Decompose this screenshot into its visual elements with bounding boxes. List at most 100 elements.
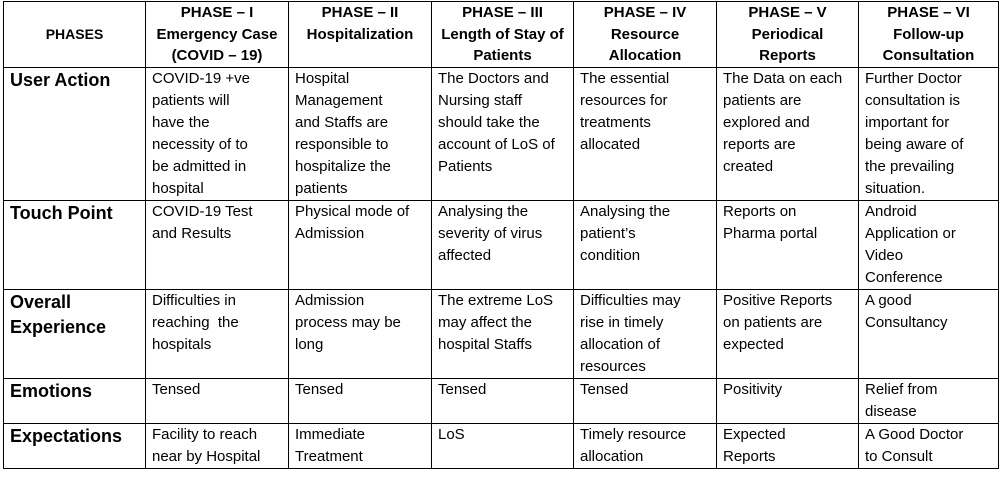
table-cell: A Good Doctor to Consult xyxy=(858,422,999,469)
cell-line: patients are xyxy=(723,91,802,109)
phase-title: Reports xyxy=(759,47,816,64)
table-row: Emotions Tensed Tensed Tensed Tensed Pos… xyxy=(3,377,999,424)
cell-line: Further Doctor xyxy=(865,69,962,87)
cell-line: hospitals xyxy=(152,335,212,353)
cell-line: reports are xyxy=(723,135,796,153)
cell-line: expected xyxy=(723,335,784,353)
cell-line: treatments xyxy=(580,113,651,131)
phase-title: Resource xyxy=(610,25,680,43)
table-row: User Action COVID-19 +ve patients will h… xyxy=(3,66,999,201)
cell-line: Positive Reports xyxy=(723,291,833,309)
cell-line: severity of virus xyxy=(438,224,543,242)
cell-line: process may be xyxy=(295,313,401,331)
phase-title: Patients xyxy=(473,47,532,64)
cell-line: patient’s xyxy=(580,224,636,242)
cell-line: COVID-19 +ve xyxy=(152,69,250,87)
phase-title: Length of Stay of xyxy=(441,25,564,43)
journey-map-wrapper: PHASES PHASE – I Emergency Case (COVID –… xyxy=(3,1,999,469)
table-row: Overall Experience Difficulties in reach… xyxy=(3,288,999,379)
phase-number: PHASE – VI xyxy=(887,4,970,21)
phase-number: PHASE – III xyxy=(462,4,543,21)
cell-line: being aware of xyxy=(865,135,964,153)
cell-line: affected xyxy=(438,246,492,264)
cell-line: Analysing the xyxy=(580,202,671,220)
cell-line: consultation is xyxy=(865,91,961,109)
table-row: Touch Point COVID-19 Test and Results Ph… xyxy=(3,199,999,290)
cell-line: situation. xyxy=(865,179,926,197)
cell-line: The essential xyxy=(580,69,670,87)
cell-line: explored and xyxy=(723,113,810,131)
cell-line: account of LoS of xyxy=(438,135,555,153)
table-cell: Hospital Management and Staffs are respo… xyxy=(288,66,432,201)
row-header-user-action: User Action xyxy=(3,66,146,201)
phases-header: PHASES xyxy=(3,1,146,68)
cell-line: long xyxy=(295,335,324,353)
cell-line: Management xyxy=(295,91,383,109)
cell-line: Treatment xyxy=(295,447,363,465)
cell-line: A good xyxy=(865,291,912,309)
phase-header: PHASE – III Length of Stay of Patients xyxy=(431,1,574,68)
table-cell: Physical mode of Admission xyxy=(288,199,432,290)
cell-line: Immediate xyxy=(295,425,366,443)
cell-line: A Good Doctor xyxy=(865,425,964,443)
phase-number: PHASE – IV xyxy=(603,4,687,21)
table-cell: The Data on each patients are explored a… xyxy=(716,66,859,201)
cell-line: The Data on each xyxy=(723,69,843,87)
cell-line: may affect the xyxy=(438,313,532,331)
table-cell: Timely resource allocation xyxy=(573,422,717,469)
cell-line: Timely resource xyxy=(580,425,687,443)
cell-line: resources for xyxy=(580,91,668,109)
row-header-touch-point: Touch Point xyxy=(3,199,146,290)
cell-line: Physical mode of xyxy=(295,202,410,220)
table-cell: Admission process may be long xyxy=(288,288,432,379)
cell-line: to Consult xyxy=(865,447,933,465)
cell-line: Patients xyxy=(438,157,493,175)
cell-line: Nursing staff xyxy=(438,91,522,109)
cell-line: near by Hospital xyxy=(152,447,261,465)
cell-line: Admission xyxy=(295,224,365,242)
cell-line: important for xyxy=(865,113,950,131)
cell-line: allocation of xyxy=(580,335,661,353)
phase-number: PHASE – V xyxy=(748,4,827,21)
cell-line: Reports xyxy=(723,447,776,465)
cell-line: Tensed xyxy=(580,380,629,398)
table-cell: Further Doctor consultation is important… xyxy=(858,66,999,201)
table-row: Expectations Facility to reach near by H… xyxy=(3,422,999,469)
cell-line: allocation xyxy=(580,447,644,465)
table-cell: Tensed xyxy=(145,377,289,424)
cell-line: Hospital xyxy=(295,69,350,87)
cell-line: resources xyxy=(580,357,646,375)
phase-number: PHASE – I xyxy=(180,4,254,21)
cell-line: Analysing the xyxy=(438,202,529,220)
cell-line: created xyxy=(723,157,774,175)
table-cell: Tensed xyxy=(573,377,717,424)
cell-line: necessity of to xyxy=(152,135,248,153)
cell-line: disease xyxy=(865,402,917,420)
table-cell: A good Consultancy xyxy=(858,288,999,379)
cell-line: Tensed xyxy=(152,380,201,398)
cell-line: Android xyxy=(865,202,917,220)
row-header-line: Overall xyxy=(10,291,72,312)
cell-line: patients will xyxy=(152,91,230,109)
phase-header: PHASE – I Emergency Case (COVID – 19) xyxy=(145,1,289,68)
cell-line: hospitalize the xyxy=(295,157,391,175)
cell-line: should take the xyxy=(438,113,540,131)
cell-line: responsible to xyxy=(295,135,389,153)
phase-title: (COVID – 19) xyxy=(171,47,263,64)
cell-line: Pharma portal xyxy=(723,224,818,242)
cell-line: and Staffs are xyxy=(295,113,389,131)
table-cell: Difficulties in reaching the hospitals xyxy=(145,288,289,379)
phase-title: Follow-up xyxy=(893,25,964,43)
phase-number: PHASE – II xyxy=(321,4,399,21)
table-cell: Difficulties may rise in timely allocati… xyxy=(573,288,717,379)
table-cell: Positivity xyxy=(716,377,859,424)
row-header-overall-experience: Overall Experience xyxy=(3,288,146,379)
cell-line: Relief from xyxy=(865,380,938,398)
phase-header: PHASE – II Hospitalization xyxy=(288,1,432,68)
table-cell: Tensed xyxy=(288,377,432,424)
table-cell: Positive Reports on patients are expecte… xyxy=(716,288,859,379)
row-header-emotions: Emotions xyxy=(3,377,146,424)
cell-line: have the xyxy=(152,113,210,131)
table-cell: Android Application or Video Conference xyxy=(858,199,999,290)
cell-line: Video xyxy=(865,246,904,264)
